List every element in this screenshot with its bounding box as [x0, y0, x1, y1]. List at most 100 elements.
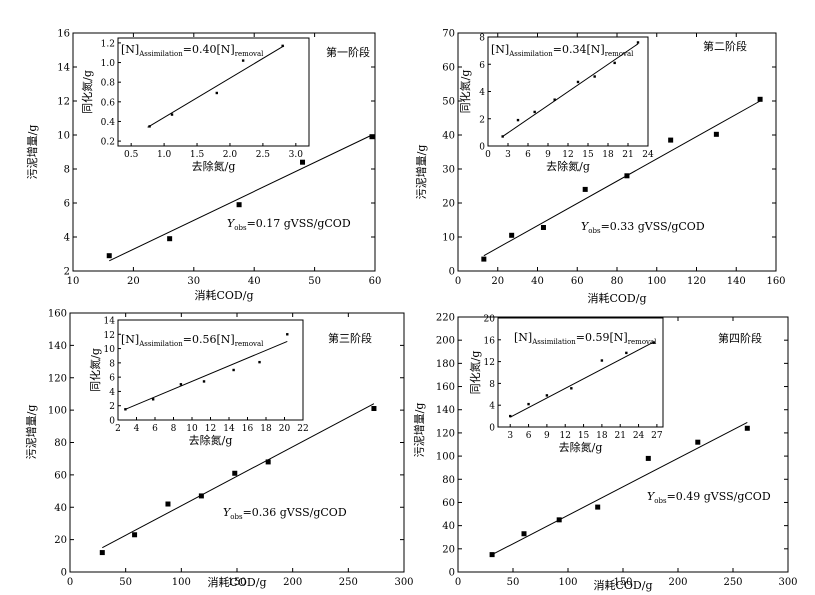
y-tick-label: 10	[442, 233, 455, 244]
inset-y-tick-label: 0.8	[101, 79, 116, 89]
inset-data-point	[545, 394, 549, 397]
inset-x-tick-label: 22	[297, 424, 308, 434]
x-tick-label: 0	[455, 577, 461, 588]
inset-x-tick-label: 15	[582, 150, 594, 160]
x-tick-label: 140	[727, 276, 746, 287]
inset-x-tick-label: 2.5	[256, 150, 271, 160]
x-tick-label: 120	[687, 276, 706, 287]
inset-x-tick-label: 24	[642, 150, 654, 160]
inset-data-point	[179, 383, 183, 386]
data-point	[106, 253, 112, 259]
y-tick-label: 180	[436, 359, 455, 370]
inset-x-axis-label: 去除氮/g	[192, 159, 236, 173]
y-tick-label: 4	[64, 233, 70, 244]
x-axis-label: 消耗COD/g	[194, 288, 253, 302]
inset-x-tick-label: 1.0	[157, 150, 172, 160]
data-point	[236, 202, 242, 208]
y-tick-label: 40	[442, 521, 455, 532]
inset-y-tick-label: 8	[489, 380, 495, 390]
x-tick-label: 250	[339, 577, 358, 588]
y-tick-label: 60	[54, 470, 67, 481]
inset-x-axis-label: 去除氮/g	[559, 440, 603, 454]
data-point	[582, 186, 588, 192]
inset-y-axis-label: 同化氮/g	[468, 351, 482, 395]
data-point	[198, 493, 204, 499]
inset-fit-line	[125, 340, 288, 410]
fit-line	[483, 100, 761, 257]
inset-fit-line	[147, 45, 285, 128]
inset-x-tick-label: 20	[279, 424, 291, 434]
x-tick-label: 20	[127, 276, 140, 287]
data-point	[489, 552, 495, 558]
inset-y-tick-label: 12	[104, 331, 115, 341]
inset-x-tick-label: 21	[622, 150, 633, 160]
inset-data-point	[148, 125, 151, 128]
inset-data-point	[286, 333, 289, 336]
y-tick-label: 100	[48, 406, 67, 417]
y-tick-label: 40	[442, 131, 455, 142]
inset-fit-line	[509, 341, 655, 418]
inset-data-point	[533, 110, 536, 114]
y-tick-label: 40	[54, 503, 67, 514]
inset-x-tick-label: 15	[578, 431, 590, 441]
inset-y-tick-label: 20	[484, 315, 496, 325]
inset-data-point	[241, 59, 245, 62]
inset-x-tick-label: 6	[525, 150, 531, 160]
inset-y-tick-label: 4	[109, 388, 115, 398]
inset-data-point	[170, 113, 174, 116]
inset-x-tick-label: 9	[544, 431, 550, 441]
y-tick-label: 100	[436, 452, 455, 463]
inset-data-point	[509, 414, 512, 418]
plot-frame	[72, 32, 376, 272]
chart-panel-3: 0 50 100 150 200 250 300020406080100120140160消…	[24, 309, 414, 590]
y-axis-label: 污泥增量/g	[24, 405, 38, 460]
y-tick-label: 8	[64, 165, 70, 176]
inset-y-axis-label: 同化氮/g	[80, 70, 94, 114]
inset-y-tick-label: 12	[484, 358, 495, 368]
data-point	[481, 256, 487, 262]
inset-x-tick-label: 10	[186, 424, 198, 434]
y-tick-label: 0	[61, 568, 67, 579]
inset-data-point	[636, 41, 640, 44]
inset-chart: 0 3 6 9 12 15 18 21 2402468去除氮/g同化氮/g[N]Assimila…	[458, 34, 654, 174]
inset-x-tick-label: 6	[526, 431, 532, 441]
fit-line	[491, 422, 748, 556]
stage-label: 第三阶段	[328, 331, 372, 345]
data-point	[232, 470, 238, 476]
inset-data-point	[501, 135, 504, 138]
inset-x-tick-label: 9	[545, 150, 551, 160]
y-tick-label: 10	[57, 131, 70, 142]
x-tick-label: 200	[668, 577, 687, 588]
x-tick-label: 100	[647, 276, 666, 287]
y-tick-label: 220	[436, 313, 455, 324]
data-point	[509, 232, 515, 238]
inset-y-tick-label: 4	[489, 402, 495, 412]
inset-data-point	[215, 91, 218, 95]
inset-x-tick-label: 4	[134, 424, 140, 434]
y-tick-label: 30	[442, 165, 455, 176]
data-point	[695, 439, 701, 445]
inset-x-tick-label: 1.5	[190, 150, 205, 160]
data-point	[595, 504, 601, 510]
y-tick-label: 70	[442, 29, 455, 40]
inset-x-tick-label: 21	[614, 431, 625, 441]
chart-panel-4: 0 50 100 150 200 250 3000204060801001201401601…	[412, 313, 798, 593]
inset-x-tick-label: 18	[260, 424, 272, 434]
x-tick-label: 200	[283, 577, 302, 588]
inset-y-tick-label: 14	[104, 317, 116, 327]
inset-data-point	[613, 61, 616, 65]
x-tick-label: 50	[119, 577, 132, 588]
data-point	[556, 517, 562, 523]
x-axis-label: 消耗COD/g	[207, 575, 266, 589]
inset-data-point	[576, 80, 580, 84]
inset-data-point	[202, 380, 206, 383]
y-tick-label: 0	[449, 267, 455, 278]
data-point	[757, 96, 763, 102]
inset-x-tick-label: 6	[152, 424, 158, 434]
y-tick-label: 50	[442, 97, 455, 108]
inset-x-tick-label: 18	[602, 150, 614, 160]
inset-y-axis-label: 同化氮/g	[88, 348, 102, 392]
inset-data-point	[124, 408, 127, 411]
inset-equation-label: [N]Assimilation=0.59[N]removal	[514, 331, 657, 346]
